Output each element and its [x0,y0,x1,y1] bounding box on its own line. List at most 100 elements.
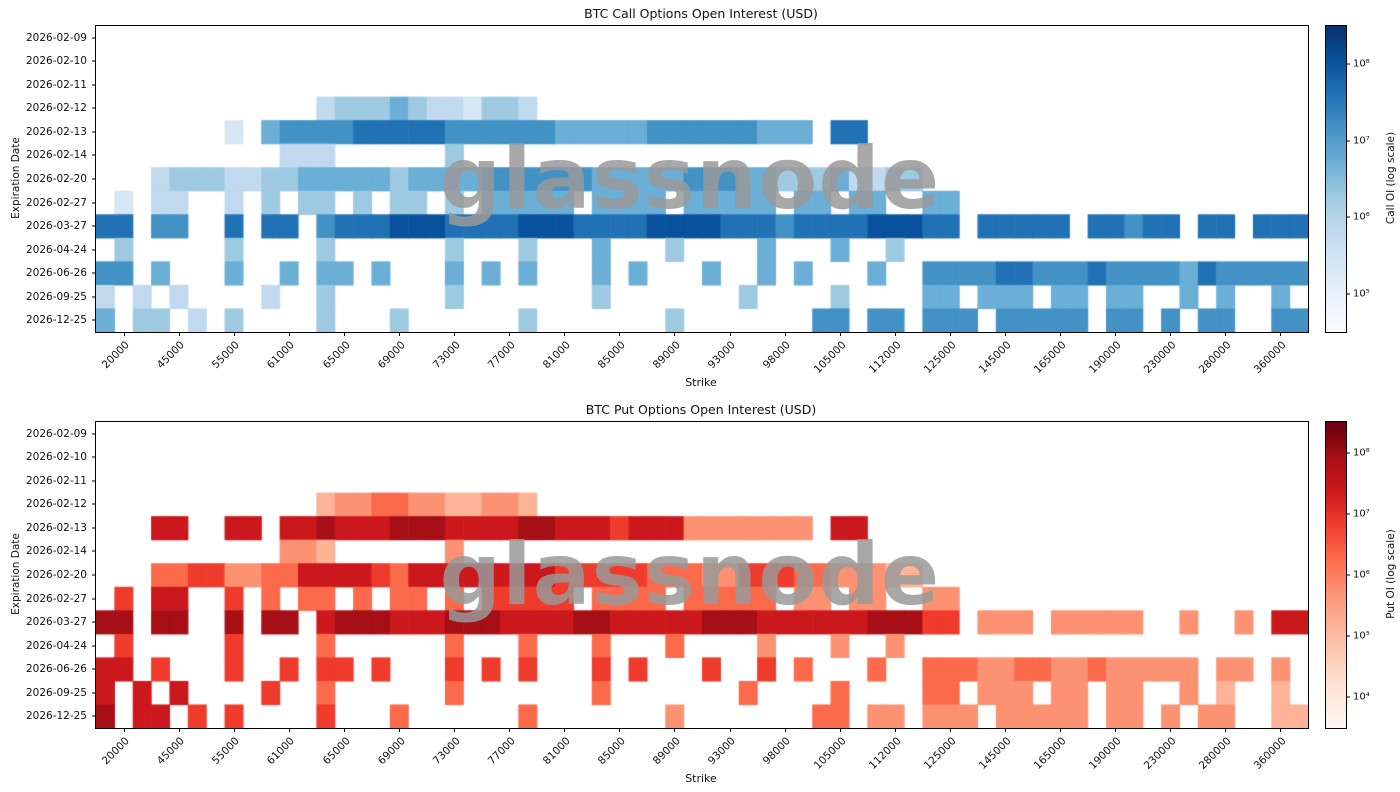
colorbar-tick-mark [1346,63,1350,65]
x-tick-mark [509,728,511,732]
y-tick-label: 2026-02-12 [25,498,87,511]
y-tick-label: 2026-09-25 [25,686,87,699]
colorbar-tick-mark [1346,216,1350,218]
x-tick-mark [233,728,235,732]
y-tick-label: 2026-02-11 [25,474,87,487]
x-tick-mark [178,728,180,732]
y-tick-label: 2026-02-10 [25,55,87,68]
y-tick-label: 2026-02-13 [25,125,87,138]
colorbar-tick-label: 10⁸ [1353,447,1370,459]
x-tick-mark [1280,332,1282,336]
y-tick-label: 2026-09-25 [25,290,87,303]
call-colorbar-label: Call OI (log scale) [1385,131,1397,225]
x-tick-mark [894,728,896,732]
colorbar-tick-mark [1346,513,1350,515]
x-tick-mark [619,332,621,336]
x-tick-label: 69000 [375,735,408,768]
put-y-axis-label: Expiration Date [10,533,22,615]
x-tick-label: 77000 [485,735,518,768]
x-tick-label: 93000 [705,339,739,372]
put-colorbar-label: Put OI (log scale) [1385,529,1397,619]
x-tick-mark [674,332,676,336]
x-tick-mark [619,728,621,732]
x-tick-label: 190000 [1086,735,1124,772]
y-tick-label: 2026-06-26 [25,663,87,676]
x-tick-mark [343,332,345,336]
colorbar-tick-label: 10⁷ [1353,135,1370,147]
x-tick-label: 81000 [540,735,573,768]
colorbar-tick-mark [1346,293,1350,295]
x-tick-label: 20000 [99,735,133,768]
y-tick-label: 2026-02-27 [25,196,87,209]
colorbar-tick-mark [1346,452,1350,454]
y-tick-label: 2026-03-27 [25,220,87,233]
x-tick-label: 125000 [921,735,959,772]
x-tick-label: 230000 [1141,735,1179,772]
x-tick-label: 73000 [430,735,463,768]
x-tick-label: 93000 [705,735,739,768]
put-heatmap-canvas [96,422,1308,728]
y-tick-label: 2026-06-26 [25,267,87,280]
call-y-axis-label: Expiration Date [10,137,22,219]
x-tick-mark [949,332,951,336]
y-tick-label: 2026-02-20 [25,569,87,581]
x-tick-mark [1225,728,1227,732]
x-tick-label: 230000 [1141,339,1179,376]
y-tick-label: 2026-02-11 [25,78,87,91]
x-tick-label: 55000 [210,735,243,768]
x-tick-label: 360000 [1252,735,1289,772]
x-tick-label: 112000 [866,735,904,772]
colorbar-tick-mark [1346,574,1350,576]
x-tick-mark [123,332,125,336]
colorbar-tick-label: 10⁸ [1353,58,1370,70]
x-tick-label: 112000 [866,339,904,376]
x-tick-label: 45000 [155,735,188,768]
x-tick-mark [1060,332,1062,336]
x-tick-label: 45000 [155,339,188,372]
x-tick-mark [233,332,235,336]
x-tick-mark [839,728,841,732]
x-tick-label: 61000 [265,339,298,372]
x-tick-label: 61000 [265,735,298,768]
x-tick-mark [123,728,125,732]
x-tick-mark [509,332,511,336]
x-tick-mark [729,332,731,336]
y-tick-label: 2026-03-27 [25,616,87,629]
x-tick-mark [288,332,290,336]
x-tick-mark [1170,728,1172,732]
x-tick-mark [1280,728,1282,732]
x-tick-mark [784,332,786,336]
colorbar-tick-label: 10⁶ [1353,211,1370,223]
x-tick-label: 360000 [1252,339,1289,376]
x-tick-label: 89000 [650,339,683,372]
call-colorbar: 10⁸ 10⁷ 10⁶ 10⁵ [1325,25,1370,333]
x-tick-mark [1115,728,1117,732]
x-tick-label: 105000 [811,735,849,772]
x-tick-mark [729,728,731,732]
y-tick-label: 2026-02-14 [25,545,87,558]
x-tick-label: 145000 [976,735,1014,772]
x-tick-mark [674,728,676,732]
y-tick-label: 2026-02-10 [25,451,87,464]
colorbar-tick-label: 10⁵ [1353,288,1370,300]
colorbar-tick-mark [1346,140,1350,142]
x-tick-mark [784,728,786,732]
x-tick-mark [288,728,290,732]
y-tick-label: 2026-02-27 [25,592,87,605]
colorbar-tick-mark [1346,635,1350,637]
y-tick-label: 2026-02-09 [25,427,87,440]
x-tick-mark [949,728,951,732]
x-tick-label: 77000 [485,339,518,372]
y-tick-label: 2026-04-24 [25,639,87,652]
x-tick-mark [178,332,180,336]
x-tick-label: 145000 [976,339,1014,376]
x-tick-mark [1005,728,1006,732]
x-tick-mark [343,728,345,732]
x-tick-mark [1060,728,1062,732]
x-tick-mark [839,332,841,336]
put-x-axis-label: Strike [685,772,717,785]
x-tick-mark [454,728,456,732]
put-heatmap-plot-area: glassnode 2026-02-09 2026-02-10 2026-02-11… [26,421,1309,772]
call-colorbar-ticks: 10⁸ 10⁷ 10⁶ 10⁵ [1346,26,1390,332]
